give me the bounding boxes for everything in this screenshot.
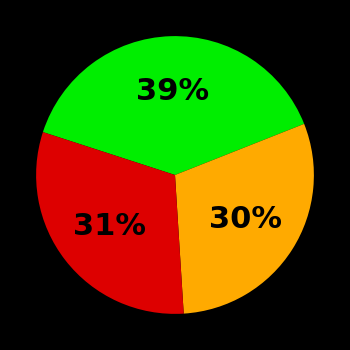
Wedge shape [175,124,314,314]
Text: 39%: 39% [136,77,209,106]
Text: 30%: 30% [209,205,282,234]
Wedge shape [43,36,304,175]
Wedge shape [36,132,184,314]
Text: 31%: 31% [73,212,146,240]
